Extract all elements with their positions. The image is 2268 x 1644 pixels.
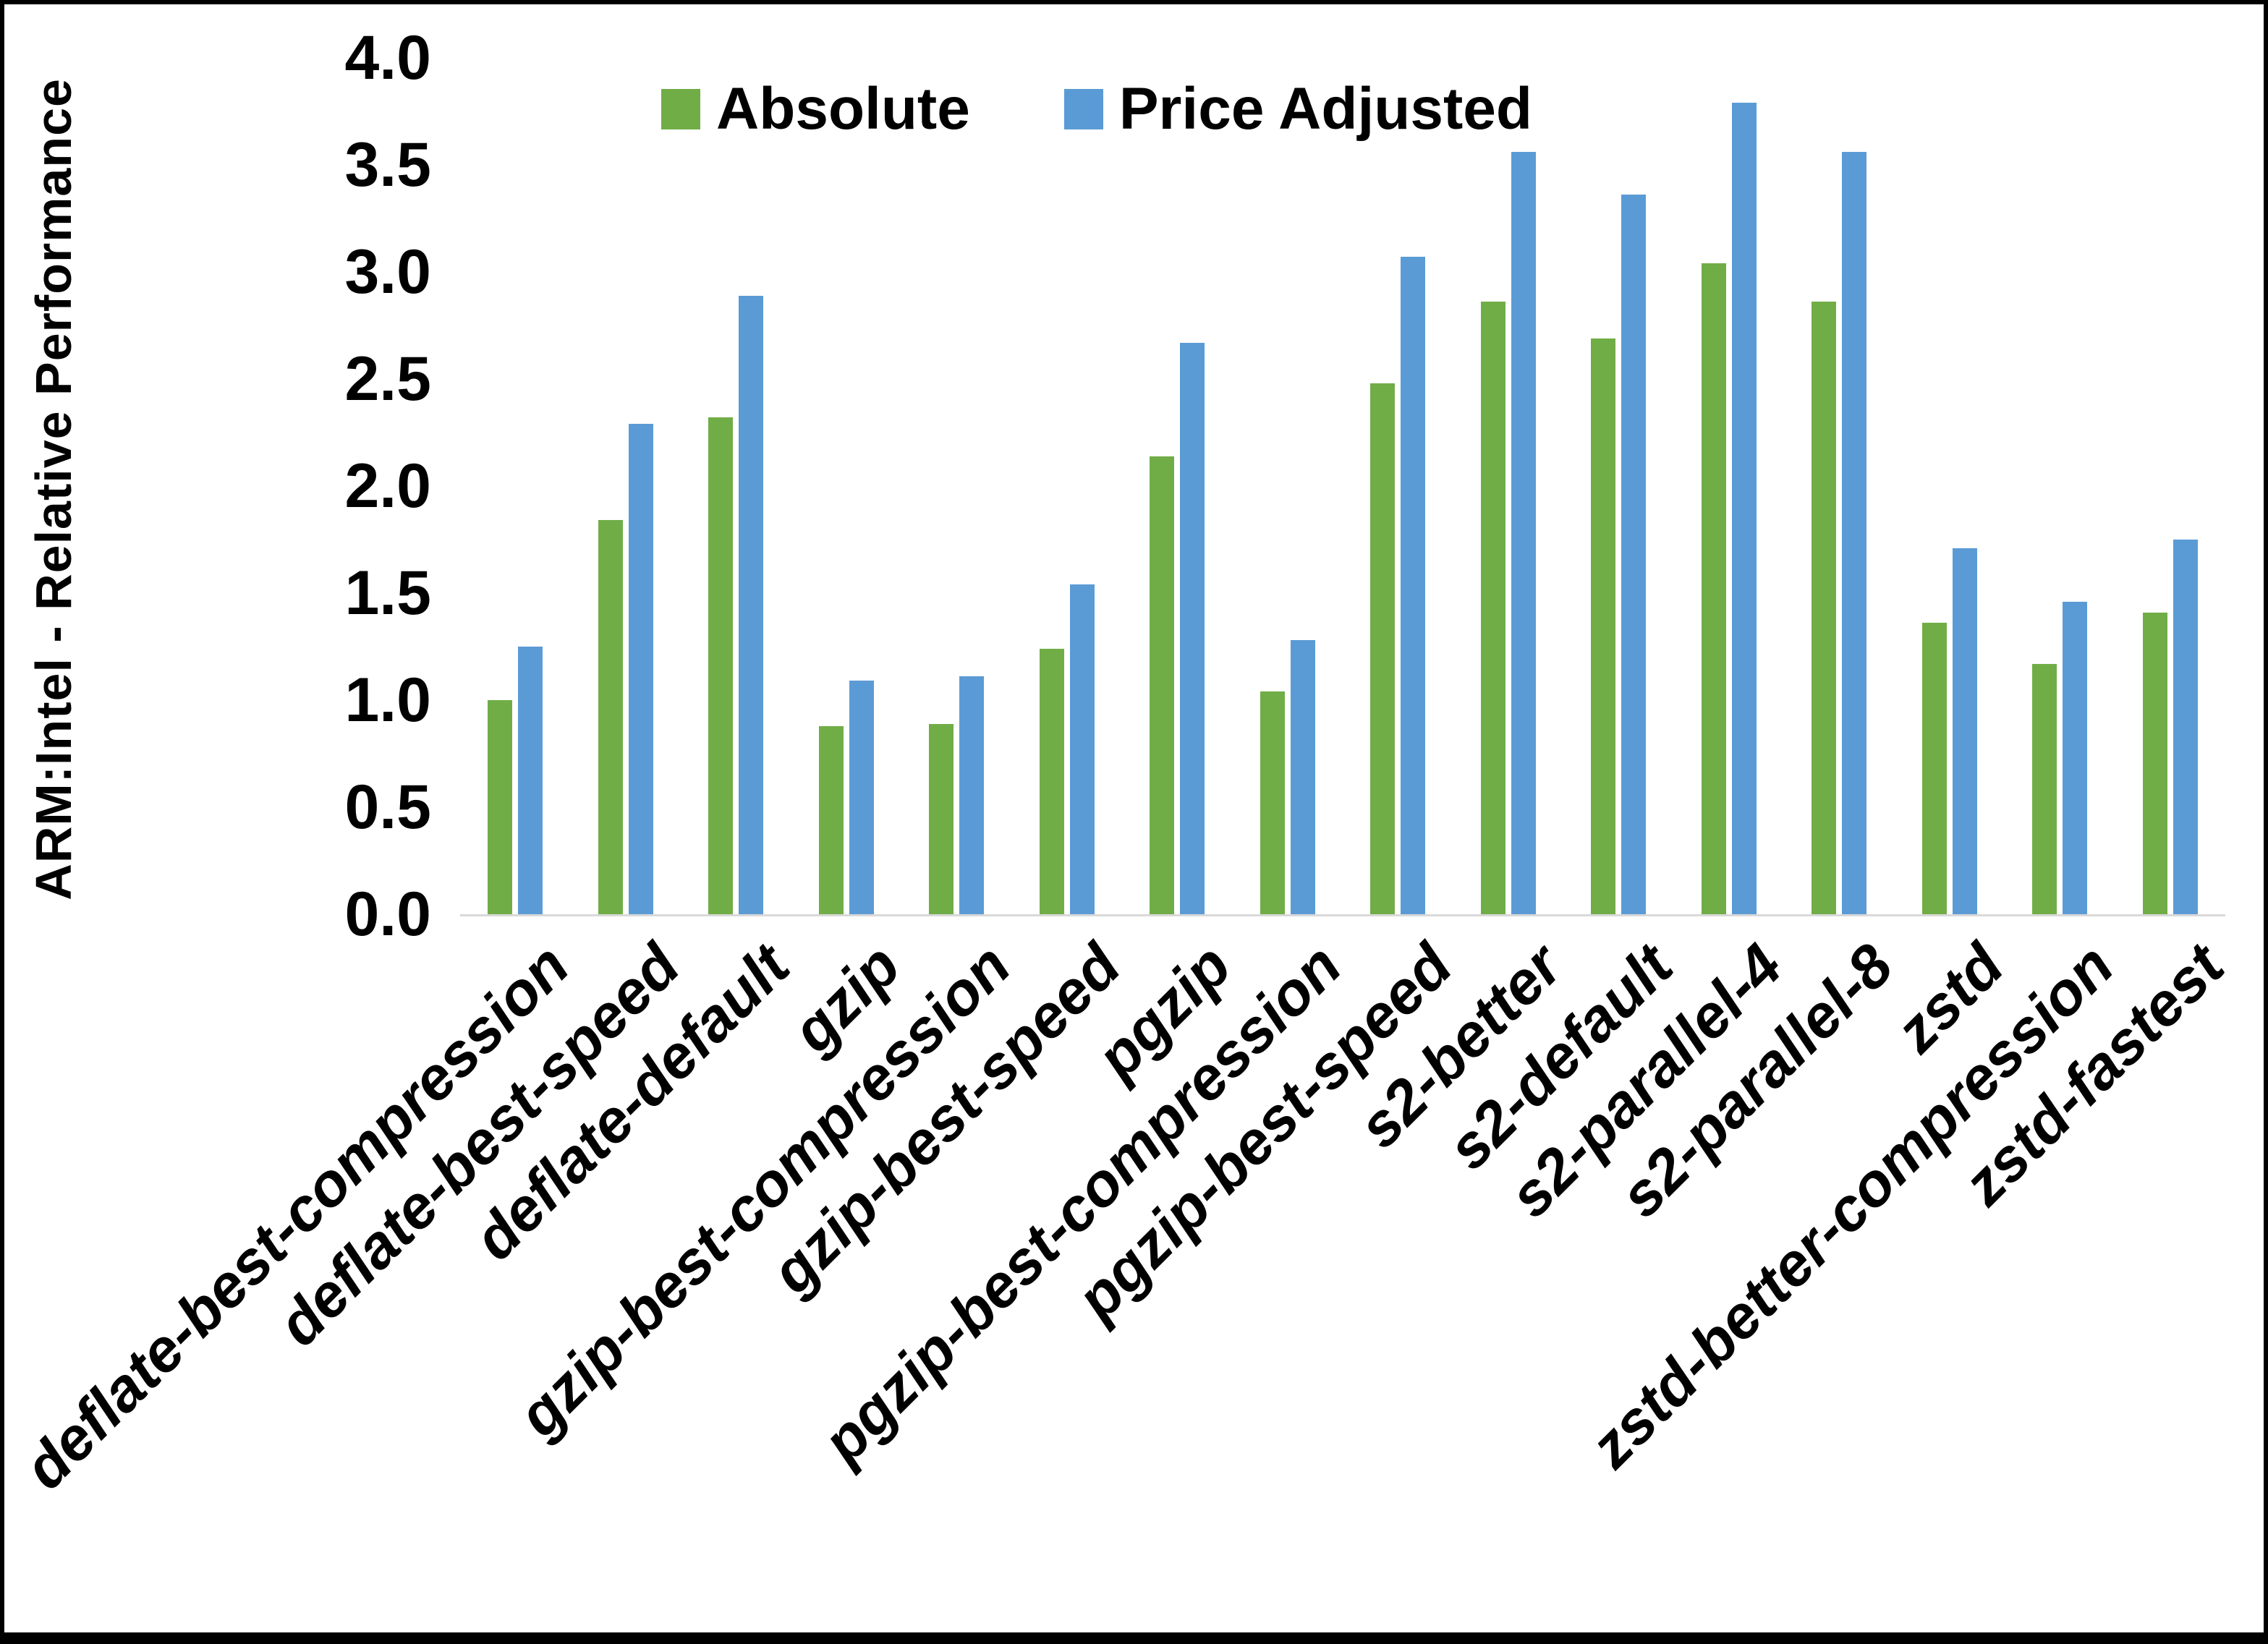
bar-absolute-deflate-best-compression — [488, 700, 513, 914]
bar-price-adjusted-gzip — [849, 681, 874, 914]
legend-swatch-absolute-icon — [661, 89, 701, 129]
bar-absolute-zstd — [1921, 623, 1947, 914]
bar-absolute-pgzip-best-compression — [1260, 691, 1285, 914]
bar-absolute-gzip-best-speed — [1039, 648, 1064, 914]
bar-absolute-deflate-default — [708, 417, 734, 914]
bar-group-s2-parallel-4 — [1674, 58, 1785, 914]
bar-group-zstd — [1895, 58, 2005, 914]
bar-group-pgzip — [1122, 58, 1233, 914]
bar-absolute-zstd-better-compression — [2032, 663, 2057, 914]
legend: Absolute Price Adjusted — [4, 75, 2189, 143]
bar-price-adjusted-zstd-fastest — [2173, 540, 2198, 914]
bar-absolute-gzip-best-compression — [929, 723, 954, 914]
bar-price-adjusted-pgzip-best-compression — [1290, 640, 1315, 914]
bar-price-adjusted-zstd — [1952, 548, 1977, 914]
bar-absolute-s2-default — [1591, 338, 1616, 914]
bar-price-adjusted-pgzip-best-speed — [1401, 257, 1426, 914]
y-tick-label: 2.5 — [344, 344, 431, 414]
legend-label-price-adjusted: Price Adjusted — [1118, 76, 1532, 142]
bar-price-adjusted-pgzip — [1180, 342, 1205, 914]
y-tick-label: 3.0 — [344, 237, 431, 307]
bar-group-deflate-default — [681, 58, 791, 914]
bar-group-gzip-best-compression — [901, 58, 1012, 914]
y-axis-tick-labels: 0.0 0.5 1.0 1.5 2.0 2.5 3.0 3.5 4.0 — [4, 27, 436, 945]
bar-group-s2-default — [1563, 58, 1674, 914]
bar-group-deflate-best-compression — [460, 58, 571, 914]
y-tick-label: 2.0 — [344, 451, 431, 521]
bar-price-adjusted-gzip-best-compression — [959, 676, 985, 914]
bar-absolute-deflate-best-speed — [598, 520, 623, 914]
x-axis-tick-labels: deflate-best-compression deflate-best-spe… — [11, 917, 2237, 1640]
legend-item-price-adjusted: Price Adjusted — [1063, 75, 1532, 143]
bar-group-pgzip-best-compression — [1233, 58, 1343, 914]
bar-price-adjusted-deflate-default — [739, 295, 764, 914]
plot-area — [460, 58, 2225, 916]
bar-price-adjusted-deflate-best-compression — [518, 647, 543, 914]
bar-absolute-s2-parallel-4 — [1701, 263, 1726, 914]
bar-group-gzip-best-speed — [1012, 58, 1123, 914]
y-tick-label: 4.0 — [344, 23, 431, 93]
legend-item-absolute: Absolute — [661, 75, 970, 143]
y-tick-label: 1.5 — [344, 558, 431, 628]
legend-swatch-price-adjusted-icon — [1063, 89, 1103, 129]
bar-price-adjusted-deflate-best-speed — [628, 424, 653, 914]
bar-price-adjusted-zstd-better-compression — [2063, 601, 2088, 914]
y-tick-label: 0.0 — [344, 880, 431, 949]
bar-price-adjusted-s2-better — [1511, 152, 1536, 914]
y-tick-label: 0.5 — [344, 772, 431, 842]
bar-absolute-s2-parallel-8 — [1812, 302, 1837, 914]
bar-absolute-pgzip — [1150, 456, 1175, 914]
bar-group-zstd-better-compression — [2005, 58, 2115, 914]
y-tick-label: 1.0 — [344, 665, 431, 735]
bar-absolute-gzip — [818, 725, 844, 914]
bar-group-pgzip-best-speed — [1343, 58, 1453, 914]
bar-price-adjusted-s2-parallel-8 — [1842, 152, 1867, 914]
bar-absolute-s2-better — [1480, 302, 1505, 914]
bar-group-gzip — [791, 58, 902, 914]
bar-price-adjusted-s2-parallel-4 — [1731, 103, 1757, 914]
bar-absolute-pgzip-best-speed — [1370, 383, 1396, 914]
bar-group-zstd-fastest — [2115, 58, 2226, 914]
bar-price-adjusted-s2-default — [1621, 195, 1647, 914]
bar-group-s2-parallel-8 — [1784, 58, 1895, 914]
bar-absolute-zstd-fastest — [2142, 612, 2167, 914]
y-tick-label: 3.5 — [344, 130, 431, 200]
bar-group-s2-better — [1453, 58, 1564, 914]
bar-group-deflate-best-speed — [571, 58, 681, 914]
bar-price-adjusted-gzip-best-speed — [1069, 584, 1095, 914]
legend-label-absolute: Absolute — [716, 76, 970, 142]
